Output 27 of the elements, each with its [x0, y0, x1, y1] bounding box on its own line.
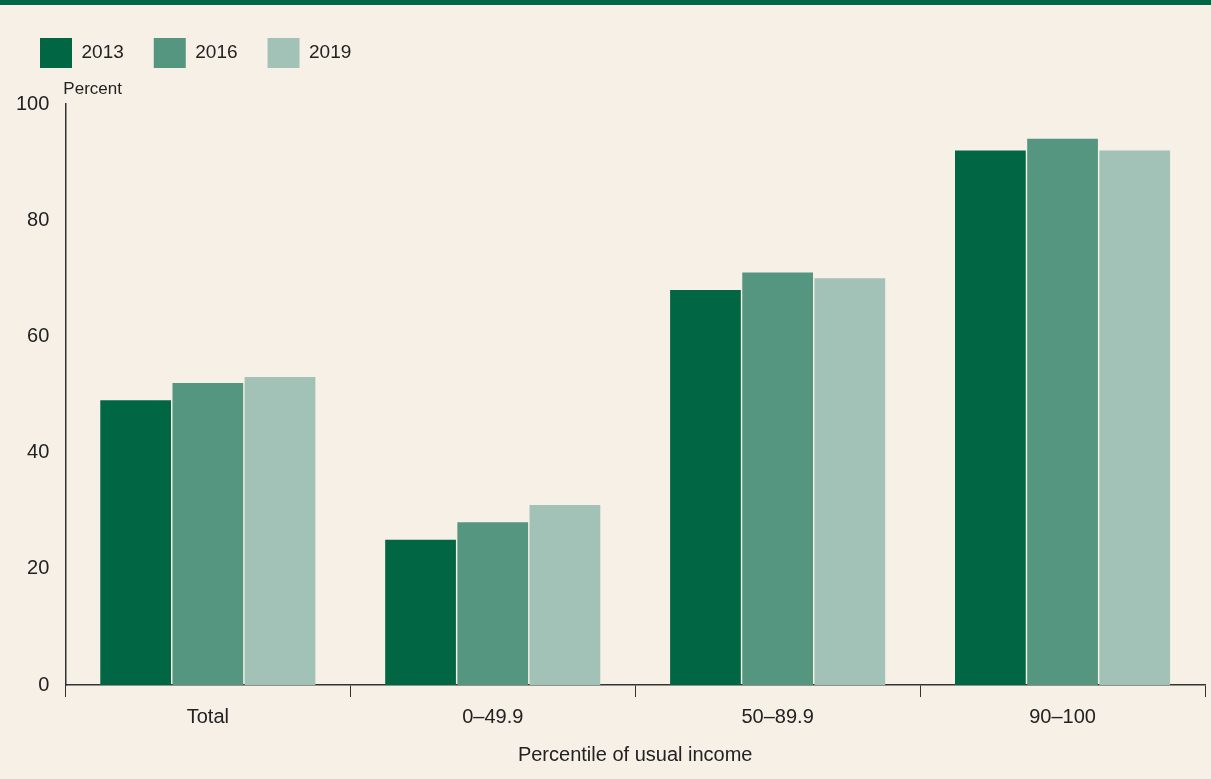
- y-axis-title: Percent: [63, 79, 123, 99]
- bar: [244, 377, 316, 685]
- y-tick-label: 40: [27, 440, 50, 463]
- y-tick-label: 100: [15, 91, 50, 114]
- bar: [172, 382, 244, 685]
- x-tick-label: 0–49.9: [462, 704, 524, 727]
- bar: [955, 150, 1026, 685]
- bar: [670, 289, 741, 685]
- legend-label: 2016: [195, 41, 238, 63]
- y-tick-label: 0: [38, 672, 50, 695]
- bar: [814, 278, 886, 685]
- bar: [742, 272, 814, 685]
- bar: [385, 539, 456, 685]
- y-tick-label: 80: [27, 207, 50, 230]
- x-tick-label: 90–100: [1029, 704, 1096, 727]
- bar: [457, 522, 529, 685]
- bar: [529, 504, 601, 685]
- bar: [1099, 150, 1171, 685]
- legend-label: 2013: [81, 41, 124, 63]
- x-axis-title: Percentile of usual income: [517, 742, 753, 765]
- x-tick-label: 50–89.9: [741, 704, 814, 727]
- legend-label: 2019: [309, 41, 352, 63]
- bar: [100, 400, 172, 685]
- bar: [1027, 138, 1098, 685]
- y-tick-label: 60: [27, 323, 50, 346]
- y-tick-label: 20: [27, 556, 50, 579]
- x-tick-label: Total: [186, 704, 229, 727]
